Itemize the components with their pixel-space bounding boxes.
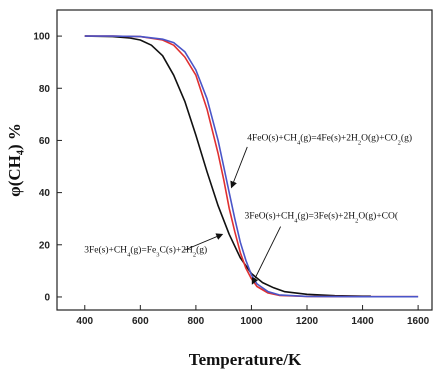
annotation-arrow-0 [230, 146, 248, 189]
series-line-0 [84, 35, 371, 297]
x-tick-label: 400 [76, 316, 93, 327]
x-tick-label: 1600 [407, 316, 430, 327]
annotation-arrow-2 [184, 233, 224, 251]
y-tick-label: 60 [39, 136, 51, 147]
y-tick-label: 80 [39, 84, 51, 95]
x-axis-title: Temperature/K [189, 350, 302, 369]
y-tick-label: 100 [33, 32, 50, 43]
annotation-arrow-1 [251, 226, 282, 285]
x-tick-label: 1000 [240, 316, 263, 327]
annotation-label-1: 3FeO(s)+CH4(g)=3Fe(s)+2H2O(g)+CO( [245, 211, 399, 225]
x-tick-label: 1200 [296, 316, 319, 327]
y-tick-label: 20 [39, 240, 51, 251]
x-tick-label: 1400 [351, 316, 374, 327]
annotation-label-0: 4FeO(s)+CH4(g)=4Fe(s)+2H2O(g)+CO2(g) [247, 132, 412, 146]
plot-frame [56, 9, 433, 311]
y-tick-label: 0 [44, 292, 50, 303]
axis-ticks: 400 600 800 1000 1200 1400 1600 0 20 40 60 80 100 [33, 32, 429, 327]
annotation-label-2: 3Fe(s)+CH4(g)=Fe3C(s)+2H2(g) [84, 245, 207, 259]
series-line-2 [84, 35, 419, 298]
annotation-layer: 4FeO(s)+CH4(g)=4Fe(s)+2H2O(g)+CO2(g) 3FeO… [84, 132, 412, 285]
y-tick-label: 40 [39, 188, 51, 199]
series-layer [84, 35, 419, 298]
x-tick-label: 600 [132, 316, 149, 327]
series-line-1 [84, 35, 419, 298]
x-tick-label: 800 [188, 316, 205, 327]
y-axis-title: φ(CH₄) % [5, 123, 24, 197]
